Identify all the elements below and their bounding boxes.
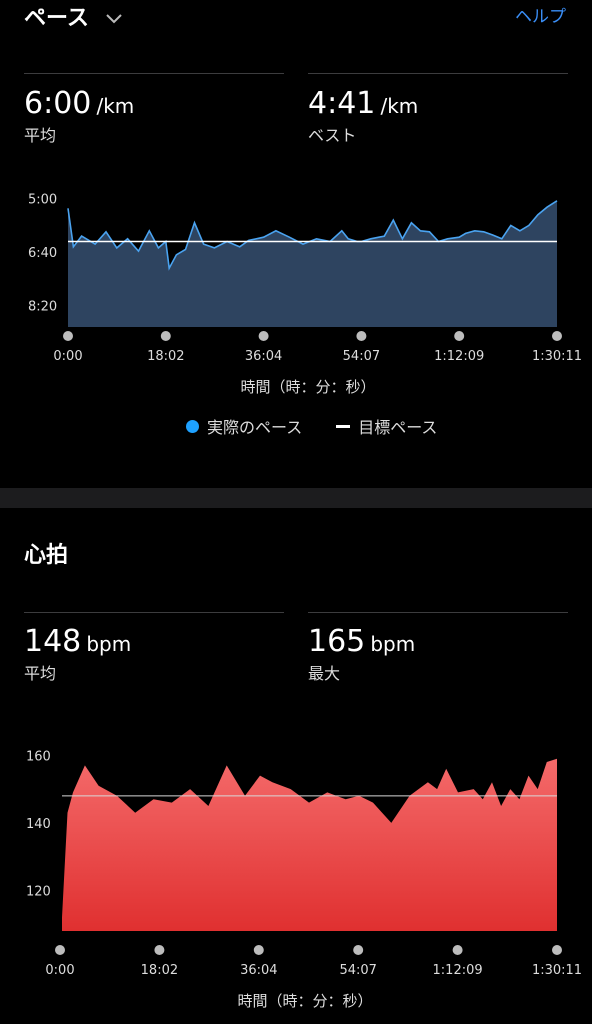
pace-area-fill <box>68 200 557 327</box>
chevron-down-icon <box>105 14 122 24</box>
heart-max-unit: bpm <box>370 632 416 656</box>
heart-max-label: 最大 <box>308 664 341 683</box>
legend-actual-label: 実際のペース <box>207 418 303 437</box>
pace-average-value: 6:00 <box>24 86 92 121</box>
heart-x-tick-dot <box>353 945 364 955</box>
help-link[interactable]: ヘルプ <box>515 7 566 27</box>
pace-y-tick-label: 6:40 <box>28 246 57 261</box>
heart-x-tick-dot <box>55 945 65 955</box>
heart-y-tick-label: 160 <box>26 749 51 764</box>
pace-best-stat: 4:41 /km ベスト <box>308 88 418 146</box>
heart-x-tick-label: 54:07 <box>339 963 376 978</box>
pace-x-tick-label: 54:07 <box>343 349 380 364</box>
heart-x-tick-dot <box>154 945 165 955</box>
pace-chart[interactable]: 5:00 6:40 8:20 0:00 18:02 36:04 54:07 1:12:09 1:… <box>0 180 592 380</box>
pace-section-title[interactable]: ペース <box>24 0 123 32</box>
pace-best-unit: /km <box>380 94 419 118</box>
pace-x-tick-label: 36:04 <box>245 349 282 364</box>
pace-y-tick-label: 8:20 <box>28 300 57 315</box>
heart-chart[interactable]: 160 140 120 0:00 18:02 36:04 54:07 1:12:09 1:30:… <box>0 730 592 985</box>
legend-target-label: 目標ペース <box>358 418 438 437</box>
heart-y-tick-label: 140 <box>26 817 51 832</box>
pace-x-axis-title: 時間（時：分：秒） <box>240 378 376 396</box>
heart-x-tick-label: 36:04 <box>240 963 277 978</box>
pace-x-tick-label: 18:02 <box>147 349 184 364</box>
heart-x-tick-dot <box>552 945 562 955</box>
heart-y-tick-label: 120 <box>26 884 51 899</box>
pace-title-text: ペース <box>24 6 89 31</box>
pace-x-tick-dot <box>63 331 73 341</box>
pace-x-tick-dot <box>258 331 269 341</box>
divider <box>308 73 568 74</box>
section-separator <box>0 488 592 508</box>
heart-max-stat: 165 bpm 最大 <box>308 626 415 684</box>
pace-x-tick-dot <box>356 331 367 341</box>
heart-average-stat: 148 bpm 平均 <box>24 626 131 684</box>
pace-x-tick-label: 1:30:11 <box>532 349 582 364</box>
heart-x-axis-title: 時間（時：分：秒） <box>237 992 373 1010</box>
pace-x-tick-dot <box>454 331 465 341</box>
pace-x-tick-label: 1:12:09 <box>434 349 484 364</box>
divider <box>308 612 568 613</box>
pace-best-value: 4:41 <box>308 86 376 121</box>
pace-average-stat: 6:00 /km 平均 <box>24 88 134 146</box>
heart-x-tick-label: 1:12:09 <box>433 963 483 978</box>
heart-title: 心拍 <box>24 543 69 568</box>
pace-average-label: 平均 <box>24 126 57 145</box>
heart-x-tick-label: 18:02 <box>141 963 178 978</box>
heart-x-tick-dot <box>452 945 463 955</box>
pace-y-tick-label: 5:00 <box>28 193 57 208</box>
pace-legend: 実際のペース 目標ペース <box>186 414 437 438</box>
pace-x-tick-dot <box>552 331 562 341</box>
actual-pace-legend-dot-icon <box>186 419 199 433</box>
heart-average-value: 148 <box>24 624 82 659</box>
heart-average-unit: bpm <box>86 632 132 656</box>
divider <box>24 612 284 613</box>
pace-x-tick-dot <box>160 331 171 341</box>
pace-average-unit: /km <box>96 94 135 118</box>
heart-x-tick-label: 1:30:11 <box>532 963 582 978</box>
target-pace-legend-line-icon <box>336 424 351 428</box>
heart-max-value: 165 <box>308 624 366 659</box>
pace-x-tick-label: 0:00 <box>53 349 82 364</box>
heart-rate-area-fill <box>62 758 557 931</box>
heart-x-tick-dot <box>253 945 264 955</box>
divider <box>24 73 284 74</box>
pace-best-label: ベスト <box>308 126 357 145</box>
heart-average-label: 平均 <box>24 664 57 683</box>
heart-x-tick-label: 0:00 <box>45 963 74 978</box>
